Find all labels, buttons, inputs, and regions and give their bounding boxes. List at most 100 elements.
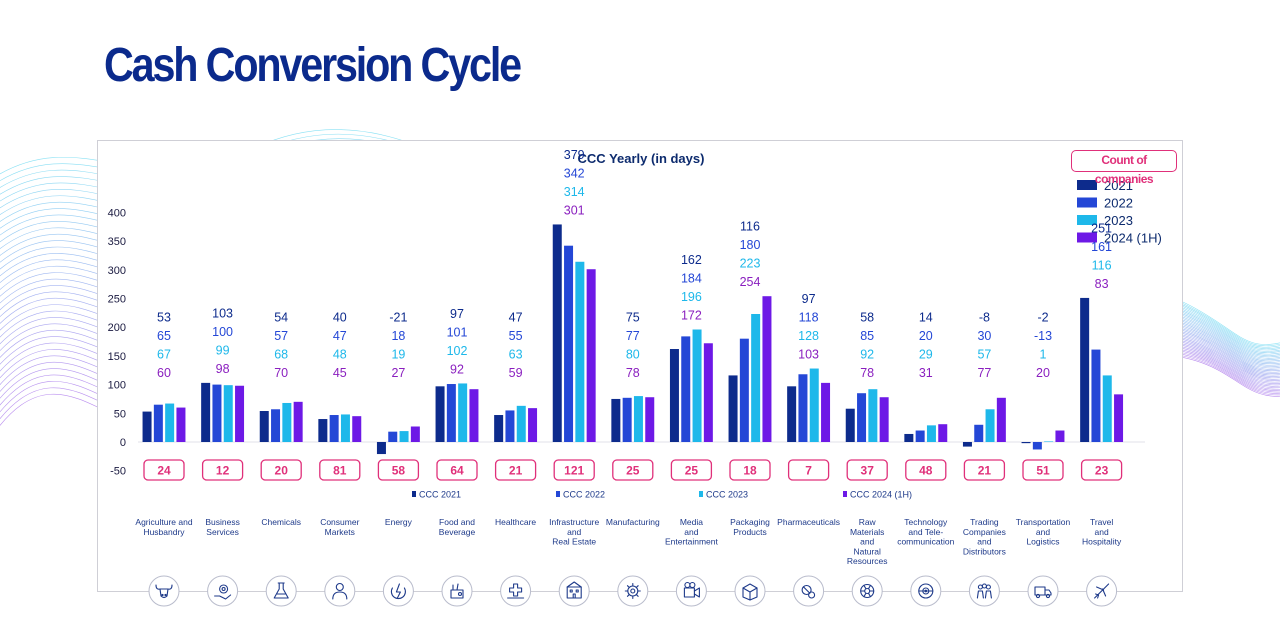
bar — [446, 384, 456, 442]
data-label: 379 — [564, 148, 585, 162]
data-label: 78 — [626, 366, 640, 380]
bar — [1032, 442, 1042, 450]
people-icon — [968, 575, 1000, 607]
bar — [153, 404, 163, 442]
box-icon — [734, 575, 766, 607]
count-value: 12 — [216, 464, 230, 478]
data-label: 58 — [860, 311, 874, 325]
category-label: Packaging — [730, 517, 770, 527]
category-label: Logistics — [1026, 537, 1059, 547]
data-label: 184 — [681, 271, 702, 285]
category-label: Trading — [970, 517, 999, 527]
bar — [235, 385, 245, 442]
bar — [938, 424, 948, 442]
camera-icon — [675, 575, 707, 607]
y-tick-label: 50 — [114, 408, 126, 420]
data-label: 1 — [1040, 348, 1047, 362]
count-value: 25 — [685, 464, 699, 478]
category-label: Resources — [847, 556, 888, 566]
data-label: -8 — [979, 311, 990, 325]
data-label: 27 — [391, 366, 405, 380]
bottom-legend-swatch — [412, 491, 416, 497]
category-group: -21 18 19 27 58 Energy — [376, 311, 420, 527]
y-tick-label: 300 — [108, 265, 126, 277]
data-label: 116 — [1092, 258, 1112, 272]
y-tick-label: 400 — [108, 207, 126, 219]
bar — [165, 403, 175, 442]
data-label: 14 — [919, 311, 933, 325]
category-label: Husbandry — [143, 527, 185, 537]
count-badge — [494, 459, 537, 481]
healthcare-icon — [500, 575, 532, 607]
bar — [259, 411, 269, 442]
data-label: 223 — [740, 257, 761, 271]
legend-swatch — [1077, 180, 1097, 190]
count-badge — [553, 459, 595, 481]
bar — [798, 374, 808, 442]
y-tick-label: 0 — [120, 437, 126, 449]
bar — [926, 425, 936, 442]
category-label: and — [1036, 527, 1050, 537]
chart-title: CCC Yearly (in days) — [578, 151, 705, 166]
legend-entry: 2023 — [1104, 213, 1133, 228]
bar — [1102, 375, 1112, 442]
category-label: Infrastructure — [549, 517, 599, 527]
data-label: 102 — [447, 344, 468, 358]
plane-icon — [1086, 575, 1118, 607]
count-badge — [319, 459, 361, 481]
bar — [564, 245, 574, 442]
bar — [1044, 441, 1054, 442]
data-label: 162 — [681, 253, 702, 267]
legend-entry: 2024 (1H) — [1104, 231, 1162, 246]
category-label: Technology — [904, 517, 948, 527]
y-tick-label: 250 — [108, 294, 126, 306]
data-label: 63 — [509, 348, 523, 362]
category-group: 47 55 63 59 21 Healthcare — [494, 311, 538, 527]
bar — [868, 389, 878, 442]
bar — [751, 313, 761, 442]
category-label: Products — [733, 527, 767, 537]
count-value: 51 — [1036, 464, 1050, 478]
count-badge — [1080, 459, 1123, 481]
legend-swatch — [1077, 232, 1097, 243]
category-group: 97 118 128 103 7 Pharmaceuticals — [777, 292, 840, 527]
pills-icon — [793, 575, 825, 607]
category-label: Business — [205, 517, 240, 527]
data-label: 103 — [798, 348, 819, 362]
bar — [739, 338, 749, 442]
category-label: Energy — [385, 517, 413, 527]
count-badge — [1022, 459, 1064, 481]
bar — [645, 397, 655, 442]
data-label: 68 — [274, 348, 288, 362]
category-label: Consumer — [320, 517, 359, 527]
bottom-legend-entry: CCC 2023 — [706, 490, 748, 500]
data-label: 78 — [860, 366, 874, 380]
data-label: 55 — [509, 329, 523, 343]
bar — [809, 368, 819, 442]
category-label: Agriculture and — [135, 517, 192, 527]
data-label: 54 — [274, 311, 288, 325]
bar — [611, 398, 621, 442]
category-group: -8 30 57 77 21 TradingCompaniesandDistributor… — [963, 311, 1006, 557]
bar — [552, 224, 562, 442]
data-label: 80 — [626, 348, 640, 362]
bar — [494, 415, 504, 442]
bar — [505, 410, 515, 442]
category-label: Materials — [850, 527, 884, 537]
count-value: 23 — [1095, 464, 1109, 478]
data-label: 45 — [333, 366, 347, 380]
count-badge — [963, 459, 1006, 481]
bar — [762, 296, 772, 442]
category-group: 58 85 92 78 37 RawMaterialsandNaturalResource… — [845, 311, 889, 566]
data-label: 40 — [333, 311, 347, 325]
category-label: and Tele- — [908, 527, 943, 537]
category-label: Manufacturing — [606, 517, 660, 527]
category-label: Hospitality — [1082, 537, 1122, 547]
bar — [985, 409, 995, 442]
building-icon — [558, 575, 590, 607]
